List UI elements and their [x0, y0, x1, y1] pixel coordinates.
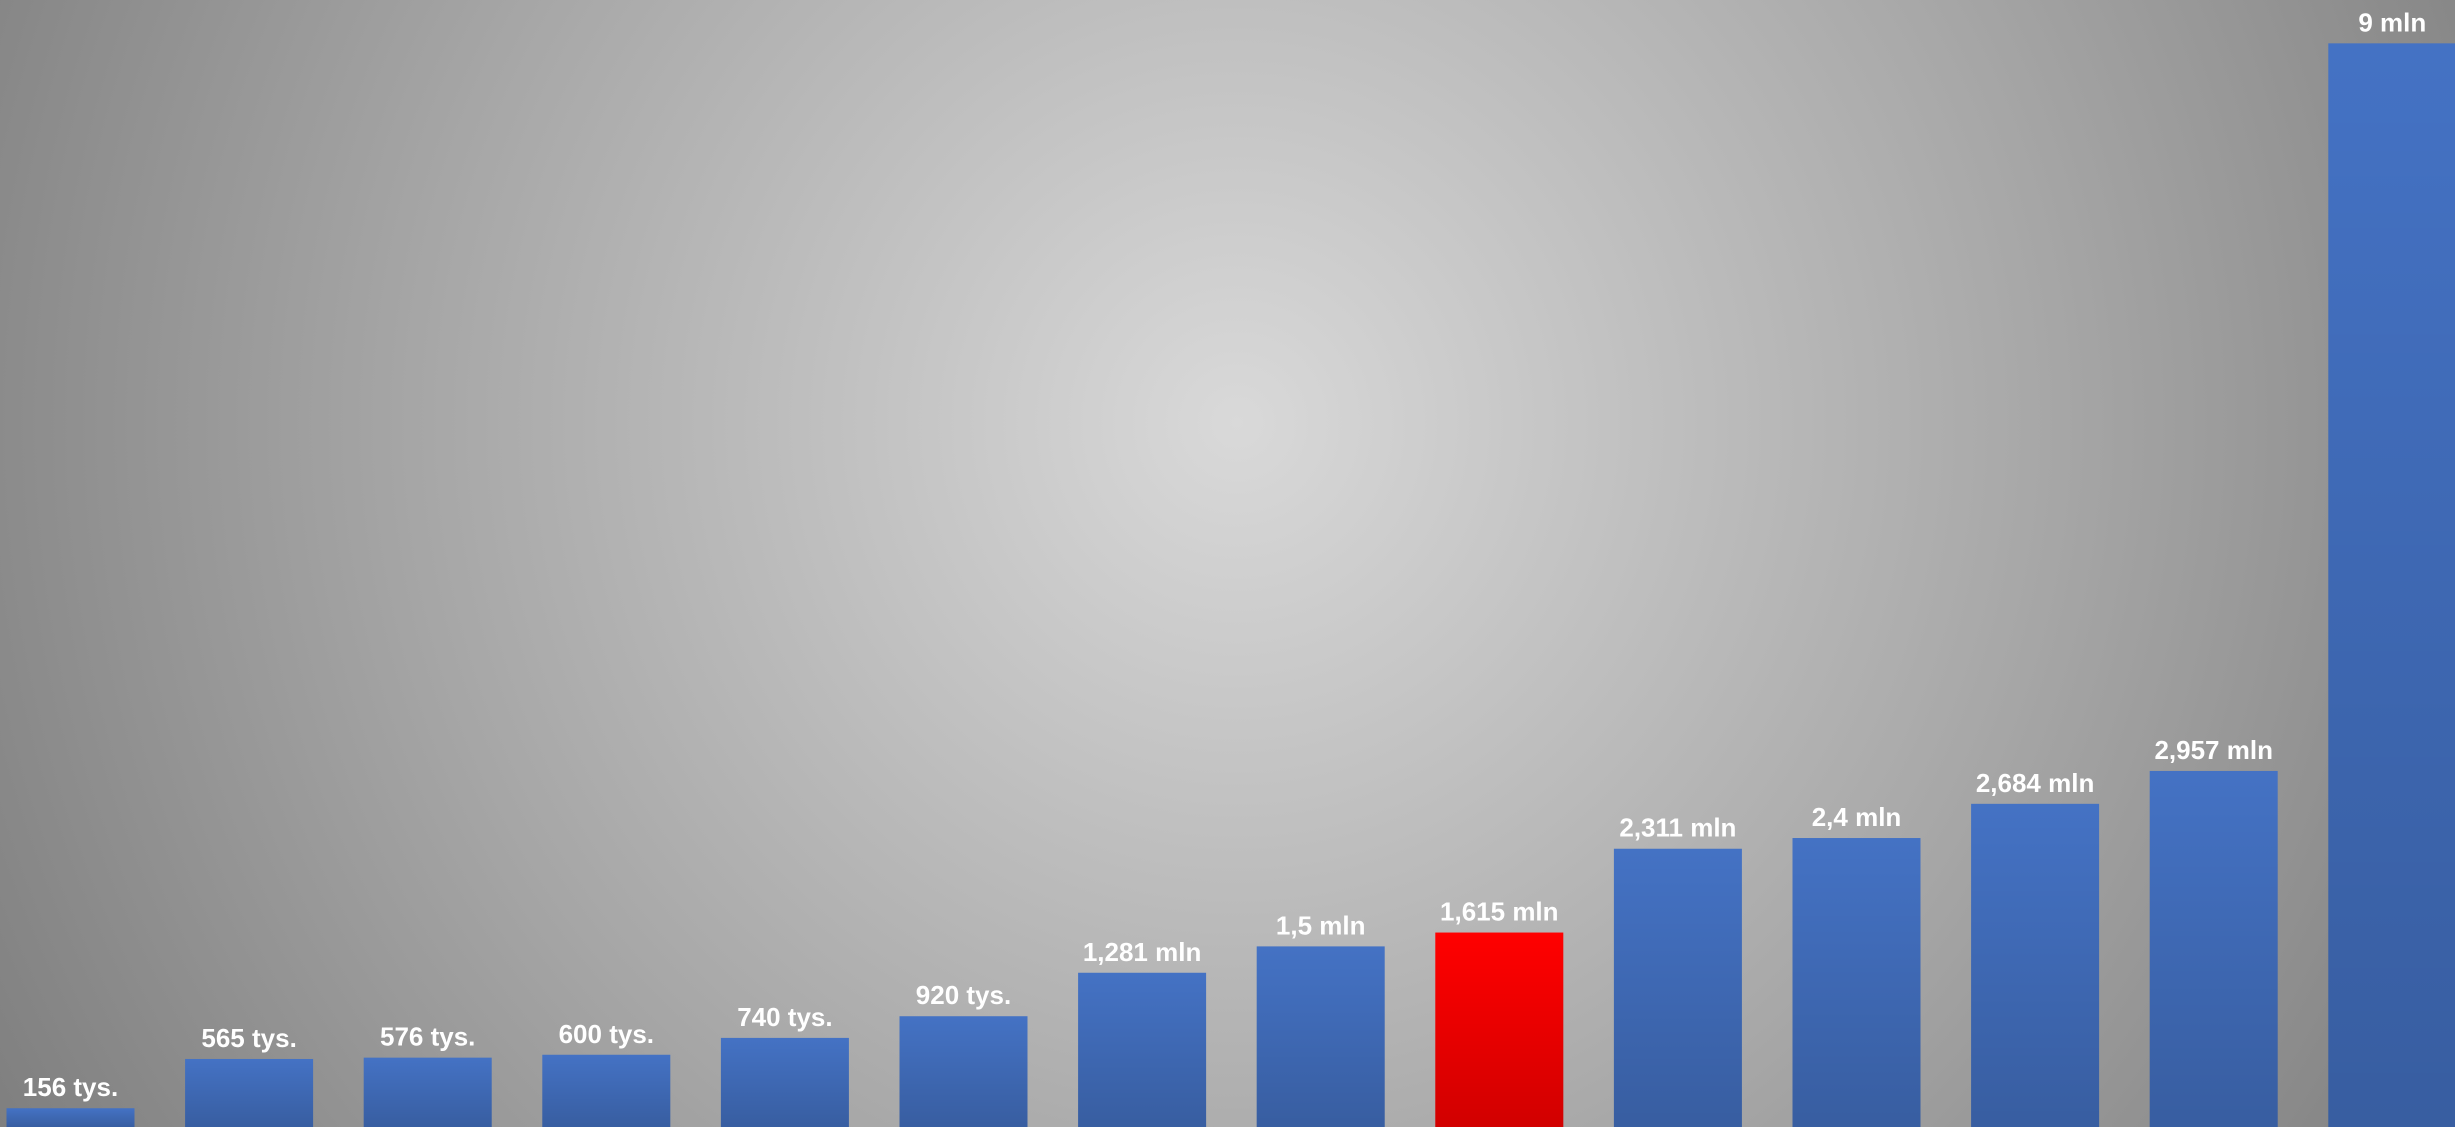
- data-label: 565 tys.: [201, 1023, 296, 1053]
- data-label: 2,957 mln: [2154, 735, 2273, 765]
- bar: [6, 1108, 135, 1127]
- bar: [1971, 803, 2100, 1127]
- bar: [720, 1037, 849, 1127]
- bar: [899, 1016, 1028, 1127]
- bar: [1435, 932, 1564, 1127]
- data-label: 1,615 mln: [1440, 897, 1559, 927]
- bar: [185, 1058, 314, 1127]
- bar: [363, 1057, 492, 1127]
- bar: [1613, 848, 1742, 1127]
- data-label: 2,4 mln: [1812, 802, 1902, 832]
- data-label: 576 tys.: [380, 1022, 475, 1052]
- data-label: 2,311 mln: [1619, 813, 1736, 843]
- data-label: 600 tys.: [559, 1019, 654, 1049]
- bar: [1256, 946, 1385, 1127]
- bar: [1792, 838, 1921, 1127]
- data-label: 2,684 mln: [1976, 768, 2095, 798]
- bar: [2149, 770, 2278, 1127]
- data-label: 1,281 mln: [1083, 937, 1202, 967]
- data-label: 920 tys.: [916, 980, 1011, 1010]
- data-label: 156 tys.: [23, 1072, 118, 1102]
- data-label: 9 mln: [2358, 7, 2426, 37]
- bar: [542, 1054, 671, 1127]
- data-label: 740 tys.: [737, 1002, 832, 1032]
- bar: [2328, 43, 2455, 1127]
- data-label: 1,5 mln: [1276, 910, 1366, 940]
- bar: [1078, 972, 1207, 1127]
